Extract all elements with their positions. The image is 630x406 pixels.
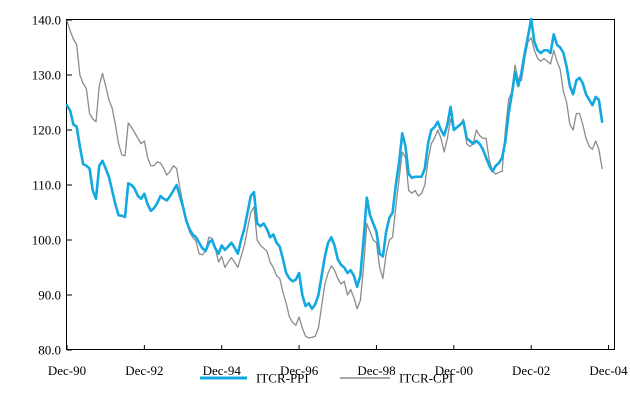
x-axis: Dec-90 Dec-92 Dec-94 Dec-96 Dec-98 Dec-00 Dec-… (48, 345, 628, 378)
x-tick-label: Dec-92 (125, 363, 163, 378)
legend: ITCR-PPI ITCR-CPI (200, 371, 453, 386)
y-tick-label: 140.0 (32, 13, 61, 28)
y-tick-label: 130.0 (32, 68, 61, 83)
x-tick-label: Dec-98 (357, 363, 395, 378)
plot-frame (66, 19, 615, 350)
x-tick-label: Dec-02 (512, 363, 550, 378)
y-axis: 80.0 90.0 100.0 110.0 120.0 130.0 140.0 (32, 13, 72, 358)
y-tick-label: 90.0 (38, 288, 61, 303)
x-tick-label: Dec-90 (48, 363, 86, 378)
x-tick-label: Dec-04 (589, 363, 628, 378)
y-tick-label: 80.0 (38, 343, 61, 358)
legend-label-itcr-ppi: ITCR-PPI (256, 371, 309, 386)
series-line-itcr-ppi (65, 17, 604, 311)
series-lines (65, 17, 604, 339)
x-tick-label: Dec-94 (203, 363, 242, 378)
y-tick-label: 120.0 (32, 123, 61, 138)
legend-label-itcr-cpi: ITCR-CPI (399, 371, 453, 386)
x-tick-label: Dec-00 (435, 363, 473, 378)
y-tick-label: 110.0 (32, 178, 61, 193)
x-tick-label: Dec-96 (280, 363, 319, 378)
y-tick-label: 100.0 (32, 233, 61, 248)
